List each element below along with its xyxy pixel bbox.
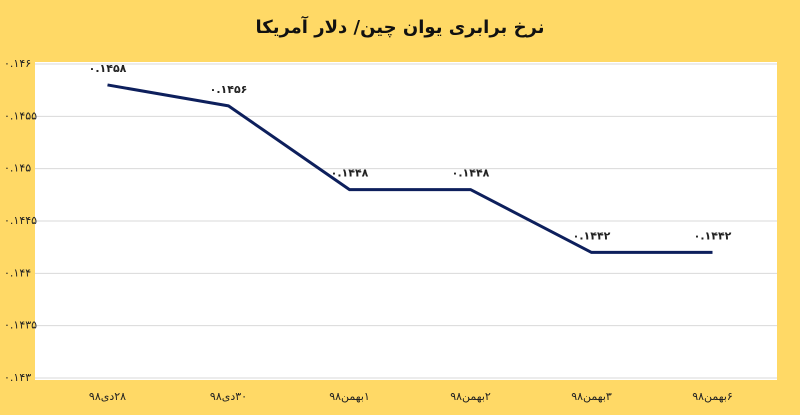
y-tick-label: ۰.۱۴۵۵ [4,109,37,122]
x-tick-label: ۳بهمن۹۸ [571,390,612,403]
y-tick-label: ۰.۱۴۴۵ [4,214,37,227]
data-label: ۰.۱۴۵۸ [89,62,127,75]
y-tick-label: ۰.۱۴۴ [4,266,31,279]
data-label: ۰.۱۴۴۲ [694,229,732,242]
x-tick-label: ۳۰دی۹۸ [210,390,247,403]
y-tick-label: ۰.۱۴۳ [4,371,31,384]
data-label: ۰.۱۴۵۶ [210,83,248,96]
y-tick-label: ۰.۱۴۶ [4,57,31,70]
x-tick-label: ۱بهمن۹۸ [329,390,370,403]
y-tick-label: ۰.۱۴۳۵ [4,319,37,332]
data-label: ۰.۱۴۴۸ [331,167,369,180]
x-tick-label: ۲۸دی۹۸ [89,390,126,403]
line [107,83,713,254]
x-tick-label: ۲بهمن۹۸ [450,390,491,403]
data-label: ۰.۱۴۴۲ [573,229,611,242]
data-label: ۰.۱۴۴۸ [452,167,490,180]
y-tick-label: ۰.۱۴۵ [4,162,31,175]
x-tick-label: ۶بهمن۹۸ [692,390,733,403]
chart-title: نرخ برابری یوان چین/ دلار آمریکا [255,15,544,38]
